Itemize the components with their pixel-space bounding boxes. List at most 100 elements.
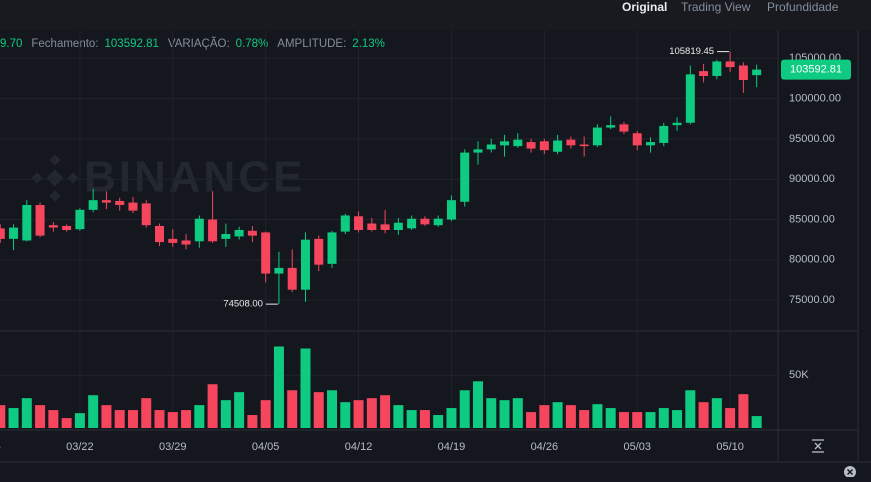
volume-bar — [645, 412, 656, 428]
volume-bar — [539, 405, 550, 428]
volume-bar — [419, 410, 430, 428]
tab[interactable]: Original — [622, 0, 667, 14]
info-value: 9.70 — [0, 38, 22, 50]
candle-body — [420, 218, 430, 225]
candle-body — [88, 200, 98, 210]
candle-body — [699, 71, 709, 76]
candle-body — [486, 144, 496, 150]
candle-body — [380, 224, 390, 230]
close-button[interactable] — [844, 466, 856, 478]
y-tick-label: 85000.00 — [789, 213, 835, 225]
candle-body — [168, 238, 178, 243]
volume-bar — [35, 405, 46, 428]
info-value: 2.13% — [352, 38, 385, 50]
candle-body — [0, 228, 5, 239]
candle-body — [274, 267, 284, 274]
x-tick-label: 04/05 — [252, 441, 280, 453]
low-marker-label: 74508.00 — [223, 299, 263, 310]
tab[interactable]: Trading View — [681, 0, 751, 14]
volume-bar — [88, 395, 99, 428]
candle-body — [738, 65, 748, 80]
candle-body — [261, 232, 271, 274]
candle-body — [181, 240, 191, 245]
candle-body — [566, 139, 576, 146]
candle-body — [606, 125, 616, 128]
volume-bar — [592, 404, 603, 428]
volume-bar — [526, 412, 537, 428]
candle-body — [500, 141, 510, 146]
last-price-label: 103592.81 — [790, 63, 842, 75]
axes: 75000.00 80000.00 85000.00 90000.00 95000.00… — [0, 46, 851, 453]
volume-bar — [154, 410, 165, 428]
volume-bar — [393, 405, 404, 428]
volume-bar — [181, 410, 192, 428]
high-marker-label: 105819.45 — [669, 46, 714, 57]
candle-body — [115, 200, 125, 205]
x-tick-label: 04/19 — [438, 441, 466, 453]
volume-bar — [114, 410, 125, 428]
candle-body — [221, 234, 231, 239]
volume-bar — [698, 402, 709, 428]
volume-bar — [101, 405, 112, 428]
volume-bar — [579, 410, 590, 428]
candle-body — [208, 219, 218, 242]
volume-bar — [711, 398, 722, 428]
last-price-tag — [781, 59, 851, 80]
candle-body — [460, 152, 470, 202]
plot — [0, 51, 762, 428]
volume-bar — [499, 400, 510, 428]
candle-body — [155, 225, 165, 243]
info-label: Fechamento: — [31, 38, 98, 50]
candle-body — [234, 230, 244, 237]
candle-body — [659, 125, 669, 143]
candle-body — [446, 200, 456, 220]
volume-bar — [751, 416, 762, 428]
candle-body — [128, 202, 138, 211]
volume-bar — [366, 398, 377, 428]
y-tick-label: 100000.00 — [789, 92, 841, 104]
candle-body — [752, 69, 762, 76]
info-label: AMPLITUDE: — [277, 38, 346, 50]
volume-bar — [194, 405, 205, 428]
x-tick-label: 04/26 — [531, 441, 559, 453]
volume-tick-label: 50K — [789, 369, 809, 381]
volume-bar — [141, 398, 152, 428]
volume-bar — [632, 412, 643, 428]
volume-bar — [512, 398, 523, 428]
info-value: 0.78% — [236, 38, 269, 50]
candle-body — [327, 232, 337, 264]
volume-bar — [234, 392, 245, 428]
candle-body — [101, 200, 111, 203]
candle-body — [685, 74, 695, 123]
candle-body — [9, 227, 19, 239]
volume-bar — [167, 412, 178, 428]
info-label: VARIAÇÃO: — [168, 37, 230, 50]
fit-button[interactable] — [812, 439, 824, 453]
volume-bar — [446, 408, 457, 428]
candle-body — [433, 218, 443, 226]
candle-body — [539, 141, 549, 151]
info-bar: 9.70 Fechamento: 103592.81 VARIAÇÃO: 0.78% AM… — [0, 37, 385, 50]
x-tick-label: 05/03 — [623, 441, 651, 453]
volume-bar — [658, 408, 669, 428]
volume-bar — [618, 412, 629, 428]
candle-body — [473, 149, 483, 153]
volume-bar — [459, 390, 470, 428]
volume-bar — [247, 415, 258, 428]
volume-bar — [48, 410, 59, 428]
candle-body — [526, 142, 536, 149]
volume-bar — [207, 384, 218, 428]
volume-bar — [725, 408, 736, 428]
volume-bar — [340, 402, 351, 428]
x-tick-label: 03/29 — [159, 441, 187, 453]
candle-body — [579, 144, 589, 147]
volume-bar — [472, 381, 483, 428]
x-tick-label: 03/15 — [0, 441, 1, 453]
info-value: 103592.81 — [105, 38, 159, 50]
volume-bar — [738, 394, 749, 428]
candle-body — [619, 124, 629, 132]
candle-body — [22, 205, 32, 241]
tab[interactable]: Profundidade — [767, 0, 839, 14]
candle-body — [48, 225, 58, 228]
